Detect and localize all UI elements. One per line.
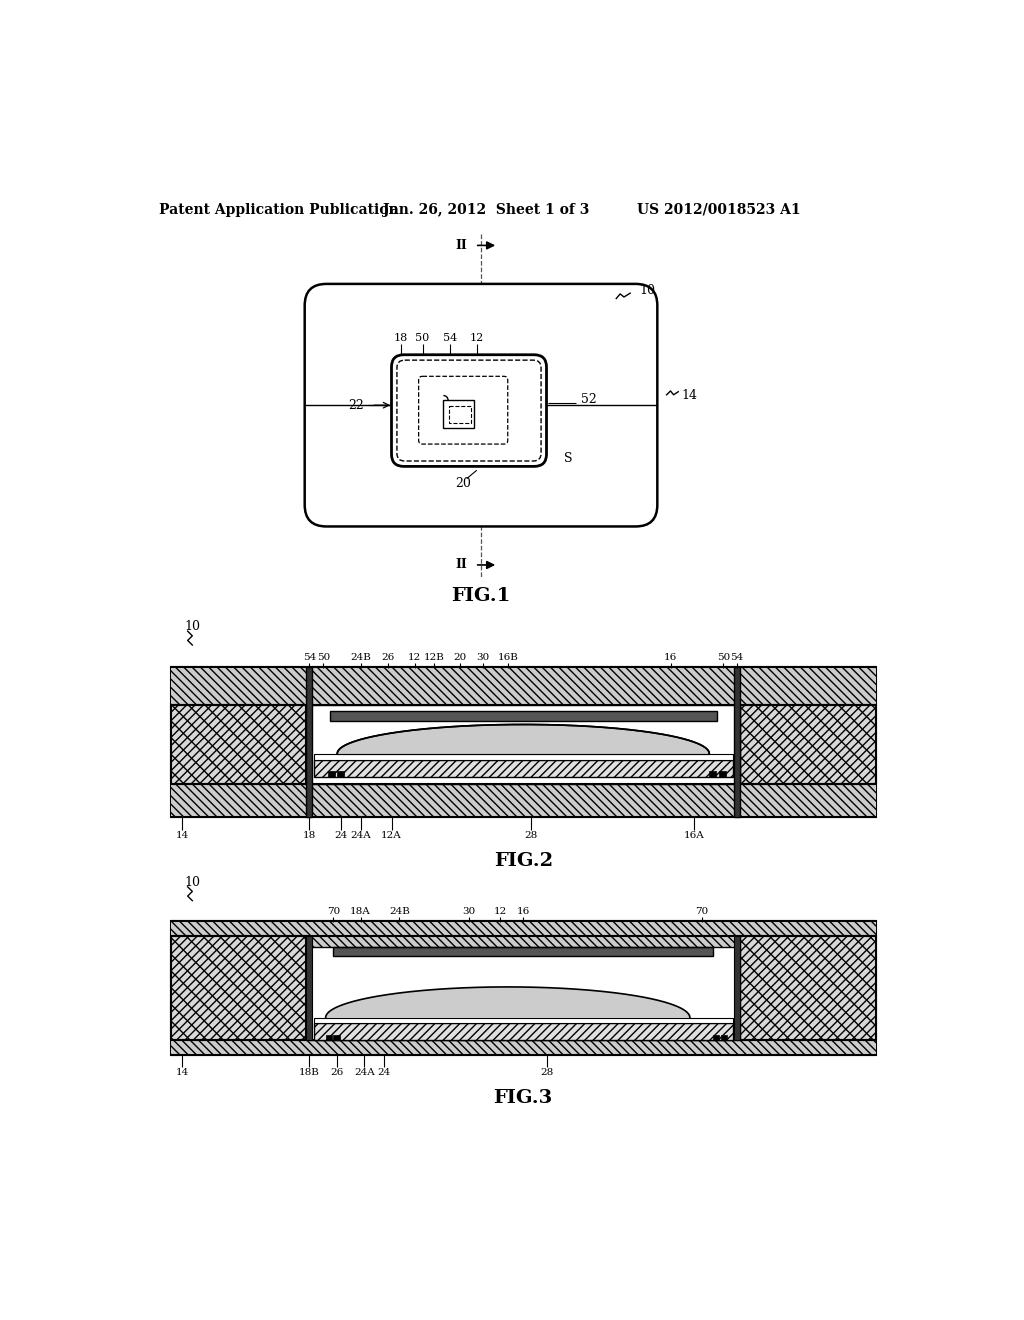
Bar: [314, 1023, 732, 1040]
Text: 22: 22: [348, 399, 365, 412]
Text: 18B: 18B: [299, 1068, 319, 1077]
Text: 14: 14: [176, 830, 188, 840]
PathPatch shape: [326, 987, 690, 1018]
Bar: [330, 711, 717, 721]
Text: 10: 10: [184, 875, 201, 888]
Text: 14: 14: [681, 389, 697, 403]
Bar: [326, 1035, 332, 1040]
Text: FIG.2: FIG.2: [494, 853, 553, 870]
Text: 24: 24: [335, 830, 348, 840]
Text: 14: 14: [176, 1068, 188, 1077]
Bar: [334, 946, 713, 956]
Bar: [171, 667, 876, 705]
Text: 16: 16: [664, 653, 677, 661]
Bar: [306, 667, 312, 817]
Text: 16A: 16A: [683, 830, 705, 840]
Text: 24A: 24A: [350, 830, 371, 840]
Text: 12: 12: [494, 907, 507, 916]
Text: 24B: 24B: [389, 907, 410, 916]
Bar: [314, 760, 732, 776]
Text: 12B: 12B: [424, 653, 444, 661]
Text: 12: 12: [470, 333, 484, 343]
Bar: [740, 936, 876, 1040]
Text: 26: 26: [331, 1068, 344, 1077]
Text: 24: 24: [377, 1068, 390, 1077]
Bar: [171, 667, 876, 817]
Bar: [171, 705, 306, 784]
Text: US 2012/0018523 A1: US 2012/0018523 A1: [637, 203, 801, 216]
Bar: [740, 705, 876, 784]
FancyBboxPatch shape: [391, 355, 547, 466]
Text: 20: 20: [453, 653, 466, 661]
Text: S: S: [563, 453, 572, 465]
Text: II: II: [456, 239, 467, 252]
Text: 24A: 24A: [354, 1068, 375, 1077]
Bar: [306, 936, 312, 1040]
Text: 12: 12: [409, 653, 421, 661]
Text: 50: 50: [416, 333, 430, 343]
Text: 10: 10: [640, 284, 655, 297]
Bar: [710, 771, 716, 776]
FancyBboxPatch shape: [305, 284, 657, 527]
Bar: [171, 936, 306, 1040]
Text: 20: 20: [455, 477, 471, 490]
Bar: [306, 705, 740, 784]
Bar: [449, 407, 471, 424]
Text: 26: 26: [381, 653, 394, 661]
Bar: [721, 1035, 727, 1040]
Text: 52: 52: [582, 392, 597, 405]
Text: 50: 50: [717, 653, 730, 661]
Bar: [171, 784, 876, 817]
Text: 70: 70: [695, 907, 709, 916]
Text: 54: 54: [442, 333, 457, 343]
Bar: [171, 1040, 876, 1056]
Text: 18: 18: [303, 830, 316, 840]
PathPatch shape: [337, 725, 710, 754]
Bar: [314, 754, 732, 760]
Bar: [171, 936, 306, 1040]
Text: 10: 10: [184, 620, 201, 634]
Text: 30: 30: [476, 653, 489, 661]
Bar: [171, 921, 876, 1056]
Bar: [719, 771, 726, 776]
Bar: [306, 936, 740, 1040]
Bar: [734, 667, 740, 817]
Bar: [306, 936, 740, 946]
Text: 54: 54: [730, 653, 743, 661]
Text: 28: 28: [540, 1068, 553, 1077]
Text: 24B: 24B: [350, 653, 371, 661]
Bar: [334, 1035, 340, 1040]
Text: 54: 54: [303, 653, 316, 661]
Bar: [713, 1035, 719, 1040]
Text: II: II: [456, 558, 467, 572]
Bar: [171, 921, 876, 936]
Bar: [314, 1018, 732, 1023]
Bar: [740, 705, 876, 784]
Text: 18: 18: [393, 333, 408, 343]
Text: FIG.1: FIG.1: [452, 587, 511, 605]
Bar: [328, 771, 335, 776]
Text: Jan. 26, 2012  Sheet 1 of 3: Jan. 26, 2012 Sheet 1 of 3: [383, 203, 589, 216]
Text: 16: 16: [517, 907, 529, 916]
Text: 18A: 18A: [350, 907, 371, 916]
Text: Patent Application Publication: Patent Application Publication: [160, 203, 399, 216]
Text: 30: 30: [463, 907, 475, 916]
Bar: [443, 400, 474, 428]
Bar: [734, 936, 740, 1040]
Text: 28: 28: [524, 830, 538, 840]
Text: 70: 70: [327, 907, 340, 916]
Bar: [740, 936, 876, 1040]
Text: FIG.3: FIG.3: [494, 1089, 553, 1106]
Bar: [171, 705, 306, 784]
Text: 16B: 16B: [498, 653, 518, 661]
Bar: [337, 771, 344, 776]
Text: 12A: 12A: [381, 830, 401, 840]
Text: 50: 50: [316, 653, 330, 661]
